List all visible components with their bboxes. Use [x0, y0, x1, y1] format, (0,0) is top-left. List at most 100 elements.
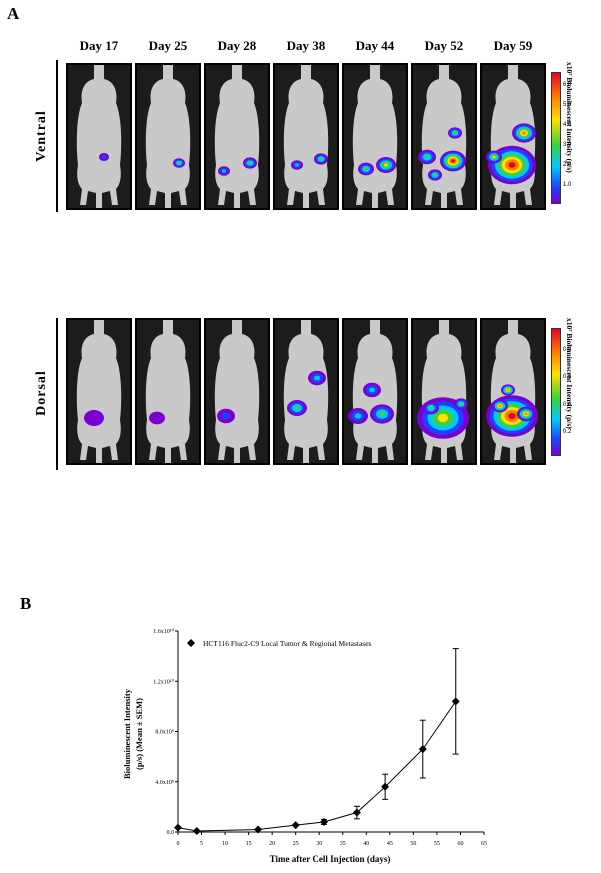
dorsal-mouse-image	[273, 318, 339, 465]
data-point	[254, 825, 263, 834]
ventral-color-scale-bar	[551, 72, 561, 204]
day-label: Day 25	[148, 38, 188, 53]
x-tick-label: 55	[434, 841, 440, 847]
y-tick-label: 1.6x10¹⁰	[153, 628, 174, 635]
ventral-scale-tick: 1.0	[563, 182, 572, 188]
bioluminescence-blob	[248, 161, 252, 165]
day-label: Day 59	[493, 38, 533, 53]
bioluminescence-blob	[453, 131, 457, 135]
data-point	[381, 782, 390, 791]
bioluminescence-blob	[384, 163, 388, 167]
data-point	[418, 745, 427, 754]
mouse-silhouette	[76, 65, 122, 208]
bioluminescence-blob	[508, 413, 516, 419]
dorsal-bracket	[56, 318, 58, 470]
y-tick-label: 4.0x10⁹	[155, 780, 174, 786]
ventral-mouse-image	[66, 63, 132, 210]
ventral-bracket	[56, 60, 58, 212]
bioluminescence-blob	[429, 406, 433, 410]
bioluminescence-blob	[84, 410, 104, 426]
bioluminescence-blob	[508, 162, 516, 168]
x-tick-label: 35	[340, 841, 346, 847]
data-point	[174, 823, 182, 832]
bioluminescence-blob	[294, 406, 300, 410]
bioluminescence-blob	[506, 389, 510, 391]
y-tick-label: 0.0	[167, 830, 175, 836]
y-tick-label: 1.2x10¹⁰	[153, 678, 174, 685]
y-axis-label-line2: (p/s) (Mean ± SEM)	[134, 698, 144, 770]
bioluminescence-blob	[451, 159, 455, 163]
ventral-scale-tick: 6.0	[563, 82, 572, 88]
chart-axes: 0 5 10 15 20 25 30 35 40 45 50 55 60 65 0.0 4.0x10⁹ 8.0x…	[153, 628, 487, 847]
mouse-silhouette	[214, 320, 260, 463]
x-tick-label: 60	[457, 841, 463, 847]
dorsal-mouse-image	[411, 318, 477, 465]
ventral-mouse-image	[273, 63, 339, 210]
bioluminescence-blob	[369, 387, 375, 393]
y-tick-label: 8.0x10⁹	[155, 730, 174, 736]
series-line	[177, 701, 457, 832]
ventral-mouse-image	[342, 63, 408, 210]
data-point	[192, 826, 201, 835]
dorsal-scale-tick: 0.4	[563, 401, 572, 408]
ventral-scale-tick: 4.0	[563, 122, 572, 128]
day-label: Day 17	[79, 38, 119, 53]
ventral-scale-tick: 3.0	[563, 142, 572, 148]
bioluminescence-blob	[177, 161, 181, 165]
dorsal-mouse-image	[204, 318, 270, 465]
x-tick-label: 10	[222, 841, 228, 847]
bioluminescence-blob	[314, 375, 320, 381]
bioluminescence-blob	[364, 167, 368, 171]
bioluminescence-blob	[498, 404, 502, 408]
ventral-mouse-image	[411, 63, 477, 210]
data-point	[291, 821, 300, 830]
ventral-scale-tick: 5.0	[563, 102, 572, 108]
x-tick-label: 30	[316, 841, 322, 847]
bioluminescence-blob	[221, 412, 231, 420]
bioluminescence-blob	[295, 163, 299, 167]
bioluminescence-blob	[459, 402, 463, 406]
dorsal-mouse-image	[342, 318, 408, 465]
bioluminescence-blob	[524, 412, 528, 416]
day-label: Day 52	[424, 38, 464, 53]
day-label: Day 44	[355, 38, 395, 53]
x-tick-label: 25	[293, 841, 299, 847]
dorsal-mouse-image	[480, 318, 546, 465]
bioluminescence-blob	[149, 411, 165, 425]
x-axis-label: Time after Cell Injection (days)	[270, 854, 391, 864]
legend: HCT116 Fluc2-C9 Local Tumor & Regional M…	[187, 639, 372, 648]
panel-b-label: B	[20, 594, 32, 613]
dorsal-mouse-image	[66, 318, 132, 465]
bioluminescence-blob	[433, 173, 437, 177]
ventral-mouse-image	[135, 63, 201, 210]
bioluminescence-blob	[379, 411, 385, 417]
mouse-silhouette	[283, 320, 329, 463]
bioluminescence-blob	[522, 131, 526, 135]
chart-marks	[174, 648, 460, 835]
mouse-silhouette	[145, 65, 191, 208]
legend-series-label: HCT116 Fluc2-C9 Local Tumor & Regional M…	[203, 639, 372, 648]
bioluminescence-blob	[222, 169, 226, 173]
panel-a-label: A	[7, 4, 20, 23]
mouse-silhouette	[283, 65, 329, 208]
ventral-mouse-image	[480, 63, 546, 210]
legend-marker	[187, 639, 195, 647]
x-tick-label: 50	[410, 841, 416, 847]
x-tick-label: 40	[363, 841, 369, 847]
day-label: Day 28	[217, 38, 257, 53]
dorsal-mouse-image	[135, 318, 201, 465]
dorsal-color-scale-bar	[551, 328, 561, 456]
data-point	[352, 808, 361, 817]
day-label: Day 38	[286, 38, 326, 53]
bioluminescence-blob	[424, 155, 430, 159]
bioluminescence-blob	[319, 157, 323, 161]
x-tick-label: 20	[269, 841, 275, 847]
data-point	[451, 697, 460, 706]
bioluminescence-blob	[492, 155, 496, 159]
x-tick-label: 45	[387, 841, 393, 847]
x-tick-label: 65	[481, 841, 487, 847]
ventral-scale-tick: 2.0	[563, 162, 572, 168]
data-point	[319, 817, 328, 826]
mouse-silhouette	[145, 320, 191, 463]
